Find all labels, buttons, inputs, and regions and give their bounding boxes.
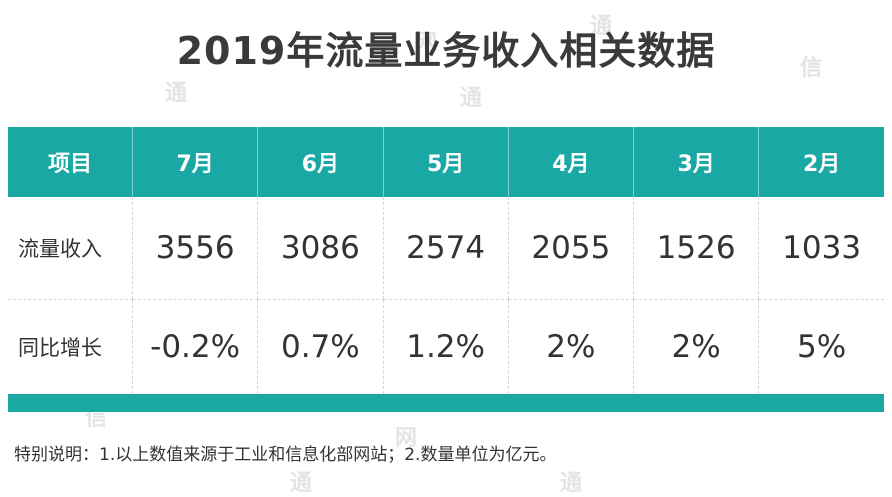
row-label: 同比增长 bbox=[18, 336, 102, 360]
column-header: 7月 bbox=[131, 127, 258, 197]
table-cell: 1033 bbox=[758, 197, 884, 300]
table-cell: 1.2% bbox=[382, 299, 509, 394]
table-cell: 0.7% bbox=[257, 299, 383, 394]
table-cell: 2% bbox=[632, 299, 759, 394]
table-cell: 3556 bbox=[131, 197, 258, 300]
column-header: 6月 bbox=[257, 127, 383, 197]
table-cell: 5% bbox=[758, 299, 884, 394]
column-header: 3月 bbox=[632, 127, 759, 197]
footnote: 特别说明：1.以上数值来源于工业和信息化部网站；2.数量单位为亿元。 bbox=[14, 445, 557, 465]
table-row: 同比增长 -0.2% 0.7% 1.2% 2% 2% 5% bbox=[8, 299, 884, 394]
table-footer-bar bbox=[8, 394, 884, 412]
column-header: 4月 bbox=[507, 127, 634, 197]
watermark: 通 bbox=[460, 86, 483, 111]
table-header-row: 项目 7月 6月 5月 4月 3月 2月 bbox=[8, 127, 884, 197]
table-cell: -0.2% bbox=[131, 299, 258, 394]
data-table-container: 项目 7月 6月 5月 4月 3月 2月 流量收入 3556 3086 2574… bbox=[8, 127, 884, 412]
data-table: 项目 7月 6月 5月 4月 3月 2月 流量收入 3556 3086 2574… bbox=[8, 127, 884, 394]
column-header: 2月 bbox=[758, 127, 884, 197]
column-header: 5月 bbox=[382, 127, 509, 197]
table-cell: 3086 bbox=[257, 197, 383, 300]
column-header: 项目 bbox=[8, 127, 133, 197]
watermark: 通 bbox=[560, 471, 583, 496]
table-cell: 1526 bbox=[632, 197, 759, 300]
table-cell: 2574 bbox=[382, 197, 509, 300]
row-label: 流量收入 bbox=[8, 197, 133, 300]
page-title: 2019年流量业务收入相关数据 bbox=[176, 29, 716, 73]
table-row: 流量收入 3556 3086 2574 2055 1526 1033 bbox=[8, 197, 884, 300]
watermark: 通 bbox=[290, 471, 313, 496]
table-cell: 2% bbox=[507, 299, 634, 394]
table-cell: 2055 bbox=[507, 197, 634, 300]
watermark: 通 bbox=[165, 81, 188, 106]
